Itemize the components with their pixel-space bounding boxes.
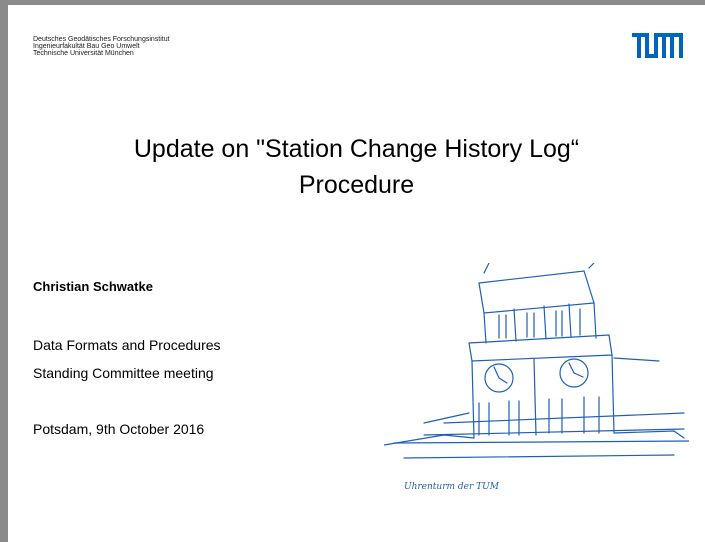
tower-sketch: Uhrenturm der TUM <box>384 263 689 503</box>
header-line: Deutsches Geodätisches Forschungsinstitu… <box>33 36 170 43</box>
title-line: Procedure <box>8 169 705 201</box>
place-date: Potsdam, 9th October 2016 <box>33 421 204 437</box>
header-line: Technische Universität München <box>33 50 134 57</box>
sketch-caption: Uhrenturm der TUM <box>404 482 500 492</box>
tum-logo <box>632 33 684 59</box>
author: Christian Schwatke <box>33 279 153 294</box>
page: {"header": {"lines": ["Deutsches Geodäti… <box>0 0 705 542</box>
header-line: Ingenieurfakultät Bau Geo Umwelt <box>33 43 140 50</box>
committee-line: Standing Committee meeting <box>33 365 214 381</box>
title-line: Update on "Station Change History Log“ <box>8 133 705 165</box>
slide: Deutsches Geodätisches Forschungsinstitu… <box>8 5 705 542</box>
committee-line: Data Formats and Procedures <box>33 337 221 353</box>
